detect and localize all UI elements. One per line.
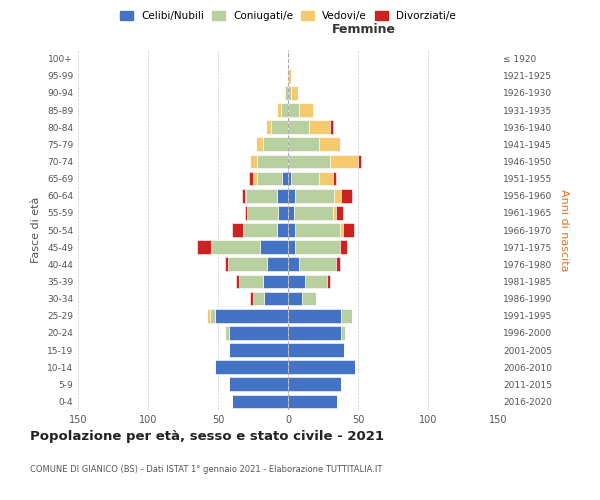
Bar — [285, 86, 288, 100]
Bar — [215, 309, 288, 322]
Bar — [229, 378, 288, 391]
Bar — [288, 120, 309, 134]
Bar — [271, 120, 288, 134]
Bar — [327, 274, 330, 288]
Bar — [330, 120, 333, 134]
Bar — [263, 274, 288, 288]
Bar — [256, 138, 263, 151]
Bar — [288, 69, 291, 82]
Bar — [236, 274, 239, 288]
Bar — [246, 189, 277, 202]
Bar — [197, 240, 211, 254]
Bar — [211, 240, 260, 254]
Bar — [249, 172, 253, 185]
Bar — [319, 138, 340, 151]
Bar — [284, 86, 285, 100]
Bar — [257, 172, 283, 185]
Bar — [343, 223, 354, 237]
Bar — [288, 240, 295, 254]
Bar — [319, 172, 333, 185]
Bar — [341, 309, 352, 322]
Bar — [288, 394, 337, 408]
Y-axis label: Anni di nascita: Anni di nascita — [559, 188, 569, 271]
Bar — [239, 274, 263, 288]
Bar — [333, 206, 335, 220]
Text: Femmine: Femmine — [332, 22, 395, 36]
Bar — [291, 86, 298, 100]
Bar — [291, 172, 319, 185]
Bar — [225, 258, 228, 271]
Bar — [288, 360, 355, 374]
Bar — [245, 206, 247, 220]
Bar — [295, 189, 334, 202]
Bar — [288, 154, 330, 168]
Bar — [253, 172, 257, 185]
Bar — [335, 206, 343, 220]
Bar — [250, 154, 257, 168]
Bar — [266, 120, 271, 134]
Bar — [264, 292, 288, 306]
Bar — [288, 206, 293, 220]
Bar — [330, 154, 358, 168]
Bar — [281, 103, 288, 117]
Bar — [209, 309, 215, 322]
Bar — [263, 138, 288, 151]
Bar — [267, 258, 288, 271]
Bar — [334, 189, 341, 202]
Bar — [242, 189, 245, 202]
Bar — [288, 292, 302, 306]
Bar — [215, 360, 288, 374]
Y-axis label: Fasce di età: Fasce di età — [31, 197, 41, 263]
Bar — [250, 292, 253, 306]
Bar — [288, 274, 305, 288]
Legend: Celibi/Nubili, Coniugati/e, Vedovi/e, Divorziati/e: Celibi/Nubili, Coniugati/e, Vedovi/e, Di… — [117, 8, 459, 24]
Bar — [229, 343, 288, 357]
Bar — [295, 223, 340, 237]
Bar — [299, 103, 313, 117]
Text: Popolazione per età, sesso e stato civile - 2021: Popolazione per età, sesso e stato civil… — [30, 430, 384, 443]
Bar — [277, 103, 281, 117]
Bar — [288, 343, 344, 357]
Bar — [232, 394, 288, 408]
Bar — [358, 154, 361, 168]
Bar — [288, 86, 291, 100]
Bar — [302, 292, 316, 306]
Bar — [288, 378, 341, 391]
Bar — [243, 223, 277, 237]
Bar — [232, 223, 243, 237]
Bar — [277, 223, 288, 237]
Bar — [288, 258, 299, 271]
Bar — [225, 326, 229, 340]
Bar — [260, 240, 288, 254]
Bar — [288, 103, 299, 117]
Bar — [288, 309, 341, 322]
Bar — [335, 258, 340, 271]
Bar — [247, 206, 278, 220]
Bar — [283, 172, 288, 185]
Bar — [228, 258, 267, 271]
Bar — [288, 326, 341, 340]
Bar — [341, 326, 346, 340]
Bar — [340, 240, 347, 254]
Bar — [288, 223, 295, 237]
Bar — [295, 240, 340, 254]
Bar — [299, 258, 335, 271]
Bar — [207, 309, 209, 322]
Bar — [309, 120, 330, 134]
Bar — [277, 189, 288, 202]
Bar — [288, 138, 319, 151]
Bar — [229, 326, 288, 340]
Text: COMUNE DI GIANICO (BS) - Dati ISTAT 1° gennaio 2021 - Elaborazione TUTTITALIA.IT: COMUNE DI GIANICO (BS) - Dati ISTAT 1° g… — [30, 465, 382, 474]
Bar — [341, 189, 352, 202]
Bar — [245, 189, 246, 202]
Bar — [333, 172, 335, 185]
Bar — [288, 172, 291, 185]
Bar — [257, 154, 288, 168]
Bar — [340, 223, 343, 237]
Bar — [305, 274, 327, 288]
Bar — [288, 189, 295, 202]
Bar — [253, 292, 264, 306]
Bar — [293, 206, 333, 220]
Bar — [278, 206, 288, 220]
